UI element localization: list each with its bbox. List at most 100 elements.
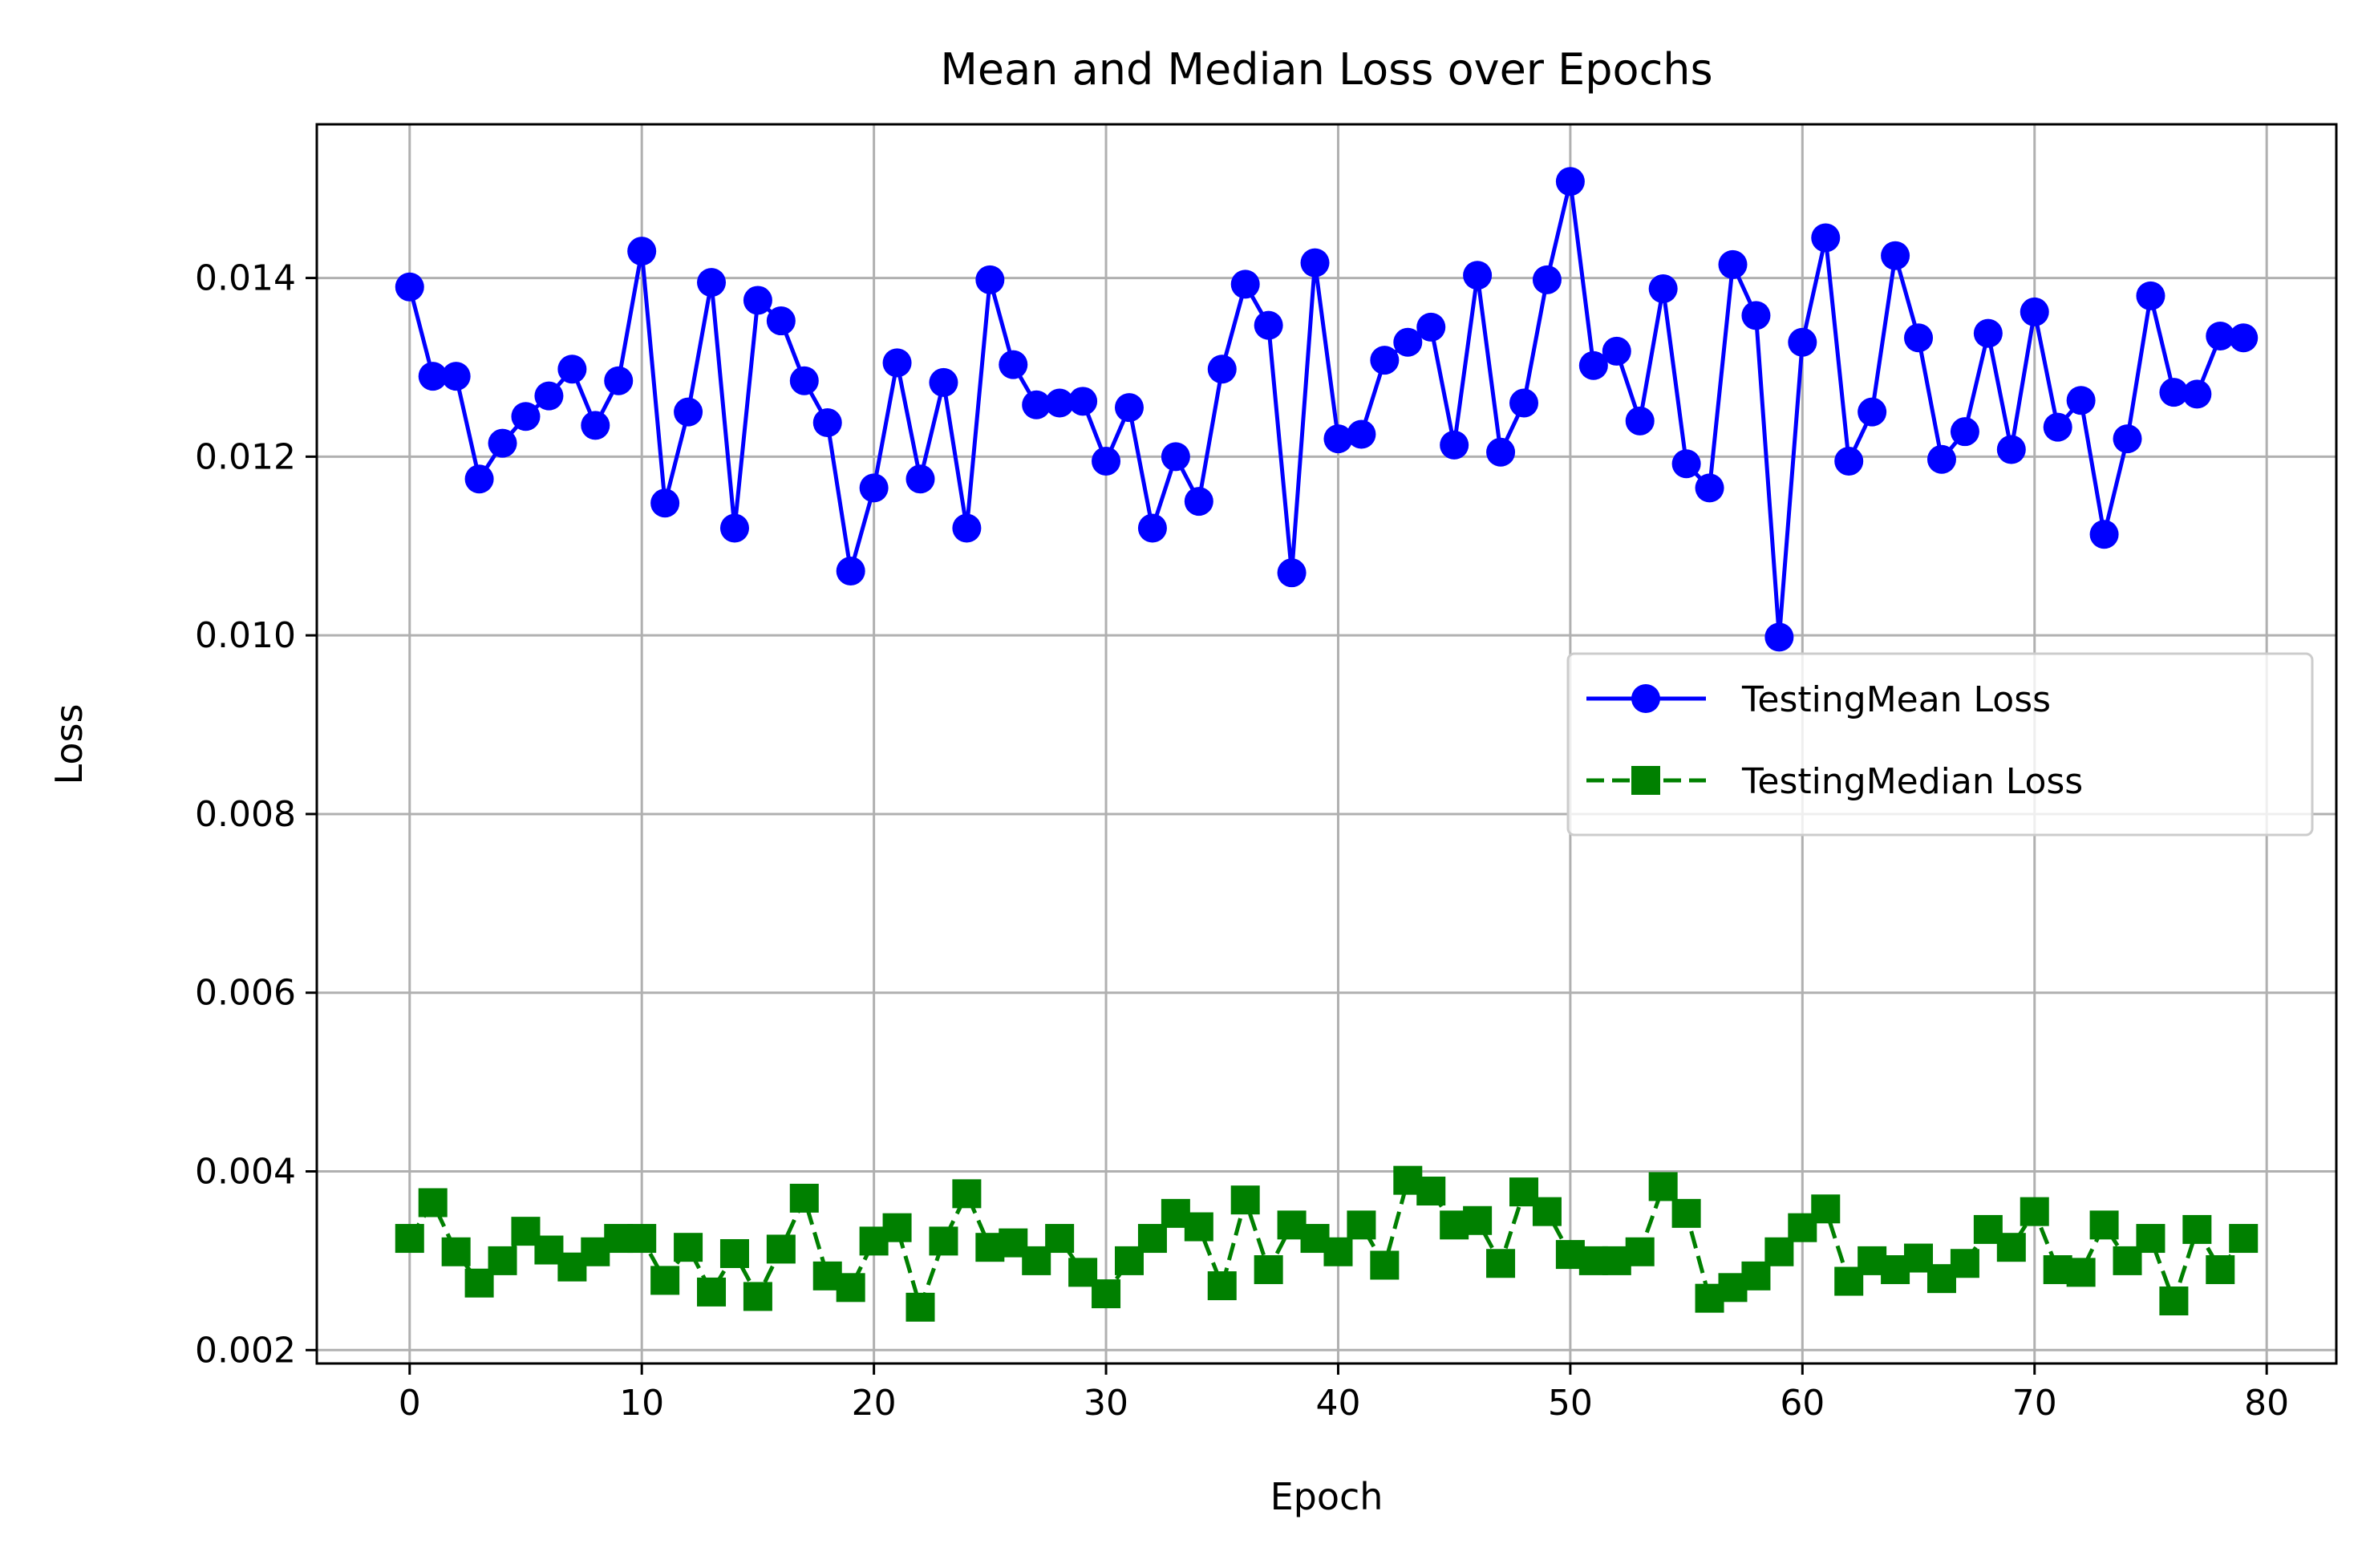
data-point — [674, 1233, 703, 1262]
data-point — [882, 348, 912, 378]
data-point — [1068, 387, 1098, 416]
data-point — [2020, 297, 2049, 326]
data-point — [1578, 350, 1608, 380]
y-tick-label: 0.008 — [195, 794, 296, 835]
data-point — [1347, 1210, 1376, 1240]
data-point — [1137, 513, 1167, 543]
data-point — [2136, 281, 2165, 310]
data-point — [1625, 406, 1655, 436]
data-point — [1996, 435, 2026, 464]
plot-frame — [315, 123, 2338, 1365]
x-tick-label: 0 — [399, 1383, 421, 1424]
data-point — [1207, 1271, 1237, 1301]
chart-title: Mean and Median Loss over Epochs — [940, 44, 1712, 95]
data-point — [1973, 318, 2003, 348]
data-point — [1996, 1233, 2026, 1262]
y-axis-label: Loss — [47, 704, 91, 785]
data-point — [905, 1292, 935, 1322]
x-tick-label: 30 — [1084, 1383, 1128, 1424]
data-point — [975, 265, 1005, 294]
data-point — [789, 366, 819, 395]
data-point — [488, 428, 517, 458]
plot-series — [395, 167, 2259, 1322]
data-point — [1323, 1237, 1353, 1266]
data-point — [859, 473, 889, 503]
x-tick-label: 80 — [2244, 1383, 2289, 1424]
data-point — [2229, 323, 2259, 353]
y-tick-label: 0.012 — [195, 436, 296, 477]
data-point — [1695, 473, 1724, 503]
data-point — [488, 1246, 517, 1275]
data-point — [511, 402, 541, 432]
y-tick-label: 0.006 — [195, 973, 296, 1014]
data-point — [1834, 446, 1864, 476]
data-point — [1532, 1197, 1562, 1226]
data-point — [1486, 437, 1516, 467]
y-tick-label: 0.014 — [195, 258, 296, 299]
data-point — [1811, 1194, 1841, 1224]
y-tick-label: 0.004 — [195, 1152, 296, 1193]
data-point — [464, 464, 494, 494]
data-point — [1416, 312, 1446, 342]
data-point — [1858, 397, 1887, 427]
data-point — [719, 1238, 749, 1268]
data-point — [650, 488, 680, 518]
data-point — [952, 1179, 982, 1209]
data-point — [1555, 167, 1585, 197]
data-point — [1393, 327, 1423, 357]
data-point — [1926, 444, 1956, 474]
series-1 — [395, 1165, 2259, 1322]
data-point — [1463, 1205, 1493, 1235]
data-point — [441, 1237, 471, 1266]
data-point — [1463, 261, 1493, 290]
data-point — [1114, 393, 1144, 423]
data-point — [789, 1183, 819, 1213]
data-point — [1648, 273, 1678, 303]
data-point — [627, 1224, 657, 1254]
data-point — [1764, 1237, 1794, 1266]
data-point — [836, 556, 865, 585]
data-point — [1509, 388, 1539, 418]
data-point — [1950, 1249, 1979, 1278]
data-point — [650, 1266, 680, 1295]
data-point — [697, 268, 727, 298]
data-point — [2066, 386, 2096, 415]
data-point — [1277, 558, 1307, 588]
data-point — [557, 355, 587, 384]
data-point — [743, 286, 772, 315]
data-point — [1764, 622, 1794, 652]
data-point — [836, 1273, 865, 1303]
data-point — [2182, 1214, 2212, 1244]
data-point — [999, 350, 1028, 379]
legend-median-label: TestingMedian Loss — [1741, 761, 2083, 802]
data-point — [1230, 269, 1260, 299]
legend: TestingMean Loss TestingMedian Loss — [1566, 652, 2314, 837]
x-tick-label: 10 — [619, 1383, 664, 1424]
data-point — [1370, 346, 1400, 375]
data-point — [1137, 1224, 1167, 1254]
data-point — [1370, 1250, 1400, 1280]
series-0 — [395, 167, 2259, 652]
data-point — [1602, 336, 1631, 366]
data-point — [1648, 1172, 1678, 1201]
data-point — [1788, 327, 1817, 357]
data-point — [2206, 1255, 2235, 1285]
x-tick-label: 70 — [2012, 1383, 2057, 1424]
data-point — [1741, 301, 1771, 330]
data-point — [1184, 1212, 1213, 1242]
data-point — [929, 1226, 958, 1256]
data-point — [1811, 223, 1841, 253]
data-point — [604, 366, 634, 395]
data-point — [1092, 446, 1121, 476]
data-point — [905, 464, 935, 494]
data-point — [2159, 1286, 2189, 1316]
data-point — [697, 1277, 727, 1307]
data-point — [1184, 487, 1213, 517]
data-point — [441, 362, 471, 391]
data-point — [627, 237, 657, 266]
data-point — [1254, 310, 1283, 340]
data-point — [1881, 241, 1910, 270]
data-point — [1625, 1237, 1655, 1266]
